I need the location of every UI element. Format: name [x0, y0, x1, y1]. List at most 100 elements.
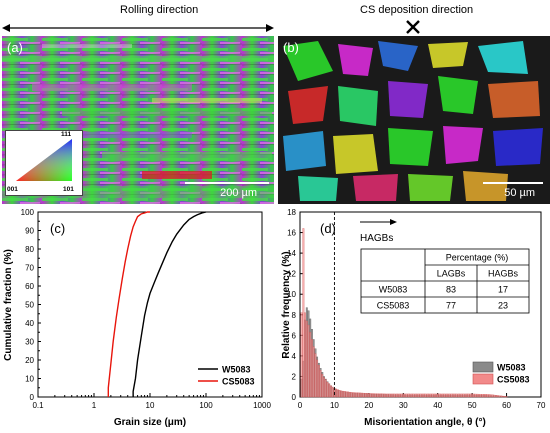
chart-d-bar [369, 393, 372, 398]
chart-d-bar [357, 392, 360, 398]
panel-label-b: (b) [283, 40, 299, 55]
chart-d-bar [307, 324, 310, 398]
chart-d-bar [479, 394, 482, 398]
cs-direction-cross-icon [406, 20, 420, 34]
chart-d-bar [412, 393, 415, 398]
chart-d-bar [448, 393, 451, 398]
chart-d-bar [438, 393, 441, 398]
panel-label-c: (c) [50, 221, 65, 236]
scale-bar-b [483, 182, 543, 184]
chart-c-y-tick-label: 40 [25, 319, 34, 328]
chart-c-y-tick-label: 90 [25, 227, 34, 236]
chart-c-grain-size: (c) Grain size (μm) Cumulative fraction … [3, 208, 271, 428]
chart-d-bar [445, 393, 448, 398]
chart-d-bar [343, 391, 346, 398]
chart-d-bar [496, 395, 499, 398]
chart-d-bar [311, 339, 313, 398]
ebsd-map-a: (a) 111 001 101 200 µm [2, 36, 274, 204]
chart-d-x-tick-label: 30 [399, 401, 408, 410]
chart-d-bar [498, 395, 501, 398]
chart-d-bar [478, 393, 480, 398]
chart-d-bar [395, 393, 398, 398]
chart-d-bar [326, 381, 329, 398]
chart-d-bar [378, 393, 380, 398]
chart-d-bar [329, 385, 332, 398]
chart-d-bar [493, 394, 496, 398]
chart-d-bar [397, 393, 399, 398]
chart-d-bar [302, 228, 305, 398]
chart-c-x-tick-label: 10 [146, 401, 155, 410]
table-cell: 17 [498, 285, 508, 295]
rolling-direction-arrowhead-right [266, 24, 274, 32]
chart-d-bar [328, 383, 331, 398]
chart-d-bar [374, 393, 377, 398]
chart-d-legend-swatch [472, 373, 494, 385]
chart-d-bar [360, 392, 363, 398]
chart-d-y-tick-label: 8 [292, 311, 297, 320]
chart-c-y-tick-label: 60 [25, 282, 34, 291]
chart-d-bar [409, 393, 411, 398]
chart-d-bar [335, 388, 337, 398]
chart-d-bar [352, 392, 355, 398]
chart-d-bar [441, 393, 444, 398]
chart-d-bar [304, 312, 306, 398]
ipf-label-001: 001 [7, 186, 18, 193]
chart-d-bar [469, 393, 472, 398]
chart-c-legend-label: CS5083 [222, 377, 255, 387]
chart-d-bar [433, 393, 436, 398]
chart-c-y-tick-label: 20 [25, 356, 34, 365]
chart-d-bar [379, 393, 382, 398]
chart-c-y-tick-label: 10 [25, 375, 34, 384]
scale-bar-b-label: 50 µm [504, 187, 535, 199]
table-column-header: HAGBs [488, 269, 519, 279]
chart-d-bar [481, 394, 484, 398]
chart-d-x-tick-label: 0 [298, 401, 303, 410]
chart-d-bar [436, 393, 439, 398]
ipf-label-111: 111 [61, 131, 72, 138]
chart-d-bar [300, 312, 303, 398]
chart-d-bar [467, 393, 470, 398]
chart-d-bar [390, 393, 393, 398]
chart-d-bar [317, 364, 320, 398]
chart-d-bar [359, 392, 362, 398]
chart-d-bar [371, 393, 374, 398]
chart-d-bar [419, 393, 422, 398]
chart-d-bar [483, 394, 486, 398]
ebsd-map-b: (b) 50 µm [278, 36, 550, 204]
chart-d-bar [486, 394, 489, 398]
chart-c-x-tick-label: 1000 [253, 401, 271, 410]
chart-d-bar [491, 394, 494, 398]
chart-d-bar [460, 393, 463, 398]
chart-d-bar [402, 393, 405, 398]
boundary-percentage-table: Percentage (%) LAGBs HAGBs W5083 83 17 CS5083 7… [360, 248, 530, 314]
chart-d-bar [305, 320, 308, 398]
chart-d-bar [319, 370, 322, 398]
chart-d-bar [472, 393, 475, 398]
chart-c-y-tick-label: 50 [25, 301, 34, 310]
chart-d-bar [391, 393, 394, 398]
chart-d-bar [431, 393, 434, 398]
chart-d-bar [428, 393, 430, 398]
chart-d-bar [405, 393, 408, 398]
chart-d-y-tick-label: 12 [287, 270, 296, 279]
chart-d-bar [453, 393, 456, 398]
chart-d-x-tick-label: 20 [364, 401, 373, 410]
chart-d-legend-label: W5083 [497, 363, 526, 373]
header-cs-deposition-direction: CS deposition direction [360, 4, 474, 16]
ipf-legend: 111 001 101 [5, 130, 83, 196]
chart-d-y-tick-label: 4 [292, 352, 297, 361]
scale-bar-a [185, 182, 269, 184]
chart-d-x-tick-label: 50 [468, 401, 477, 410]
chart-c-legend-label: W5083 [222, 365, 251, 375]
panel-label-a: (a) [7, 40, 23, 55]
chart-d-x-tick-label: 70 [537, 401, 546, 410]
chart-d-bar [393, 393, 396, 398]
chart-d-bar [373, 393, 375, 398]
chart-d-bar [495, 395, 498, 398]
chart-d-bar [484, 394, 487, 398]
chart-d-bar [450, 393, 453, 398]
chart-d-legend-swatch [472, 361, 494, 373]
chart-d-bar [503, 396, 506, 398]
panel-label-d: (d) [320, 221, 336, 236]
chart-d-series-cs5083 [300, 228, 508, 398]
